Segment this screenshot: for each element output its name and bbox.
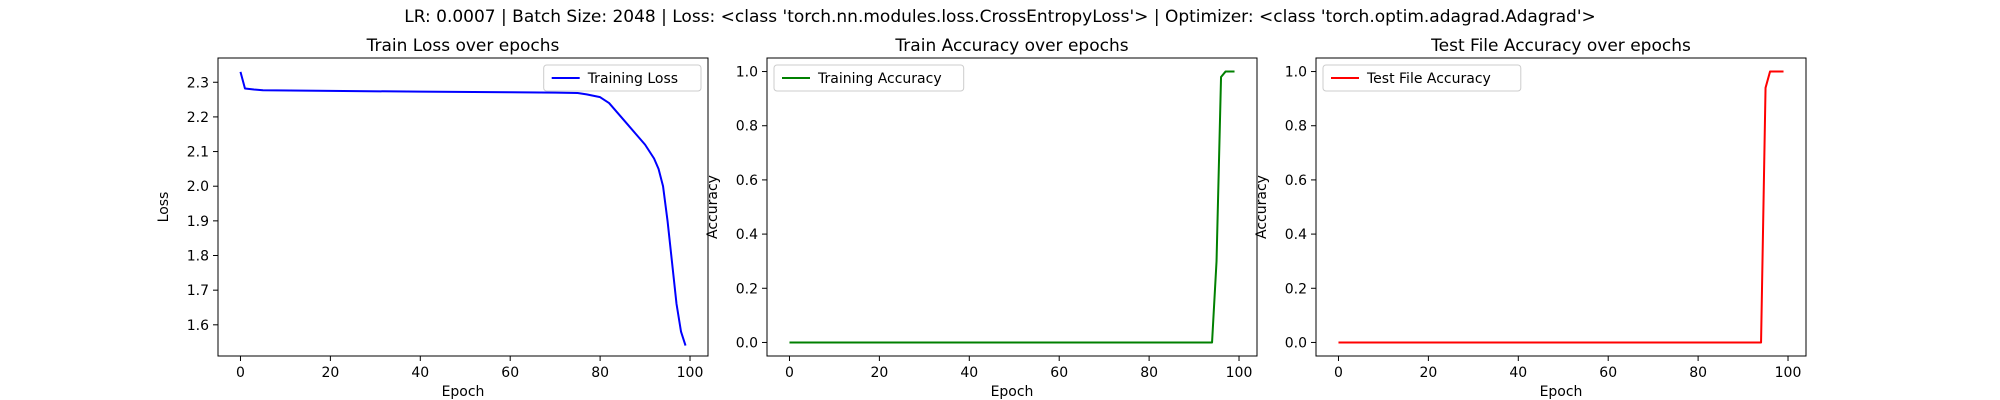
y-axis-label: Accuracy [1254, 175, 1270, 239]
x-tick-label: 80 [591, 365, 609, 381]
y-tick-label: 1.6 [187, 318, 209, 334]
y-tick-label: 1.0 [736, 65, 758, 81]
legend-label: Test File Accuracy [1366, 71, 1491, 87]
y-tick-label: 0.0 [736, 335, 758, 351]
y-tick-label: 2.1 [187, 145, 209, 161]
series-line-1 [1338, 70, 1784, 344]
chart-2: 0 20 40 60 80 100 0.0 0.2 0.4 0.6 0.8 1.0 Train Accu… [705, 36, 1258, 400]
x-tick-label: 60 [501, 365, 519, 381]
y-tick-label: 2.0 [187, 179, 209, 195]
x-tick-label: 80 [1689, 365, 1707, 381]
legend: Training Accuracy [773, 64, 965, 92]
x-tick-label: 40 [960, 365, 978, 381]
chart-title: Train Loss over epochs [366, 36, 560, 56]
figure-suptitle: LR: 0.0007 | Batch Size: 2048 | Loss: <c… [404, 7, 1596, 27]
chart-title: Test File Accuracy over epochs [1430, 36, 1691, 56]
y-tick-label: 0.0 [1285, 335, 1307, 351]
legend-box [773, 64, 965, 92]
y-tick-label: 1.9 [187, 214, 209, 230]
plot-area [767, 58, 1257, 356]
x-axis-label: Epoch [991, 384, 1034, 400]
y-tick-label: 1.7 [187, 283, 209, 299]
axes-frame [1315, 57, 1807, 357]
y-tick-label: 0.4 [736, 227, 758, 243]
x-tick-label: 100 [1775, 365, 1802, 381]
y-axis-label: Accuracy [705, 175, 721, 239]
x-tick-label: 20 [1419, 365, 1437, 381]
y-axis-label: Loss [156, 192, 172, 223]
y-tick-label: 0.6 [736, 173, 758, 189]
x-tick-label: 0 [1334, 365, 1343, 381]
legend-label: Training Accuracy [817, 71, 942, 87]
x-tick-label: 20 [321, 365, 339, 381]
plot-area [218, 58, 708, 356]
y-tick-label: 1.0 [1285, 65, 1307, 81]
legend-box [543, 64, 702, 92]
legend-box [1322, 64, 1522, 92]
axes-frame [766, 57, 1258, 357]
series-line-1 [789, 70, 1235, 344]
legend: Test File Accuracy [1322, 64, 1522, 92]
x-tick-label: 80 [1140, 365, 1158, 381]
y-tick-label: 2.3 [187, 75, 209, 91]
legend-label: Training Loss [587, 71, 678, 87]
x-axis-label: Epoch [1540, 384, 1583, 400]
x-tick-label: 0 [236, 365, 245, 381]
y-tick-label: 2.2 [187, 110, 209, 126]
y-tick-label: 0.8 [1285, 119, 1307, 135]
x-tick-label: 60 [1050, 365, 1068, 381]
x-tick-label: 100 [1226, 365, 1253, 381]
chart-1: 0 20 40 60 80 100 1.6 1.7 1.8 1.9 2.0 2.1 2.2 2.3 Trai… [156, 36, 709, 400]
charts: 0 20 40 60 80 100 1.6 1.7 1.8 1.9 2.0 2.1 2.2 2.3 Trai… [156, 36, 1807, 400]
x-tick-label: 40 [411, 365, 429, 381]
x-tick-label: 40 [1509, 365, 1527, 381]
y-tick-label: 0.6 [1285, 173, 1307, 189]
y-tick-label: 0.4 [1285, 227, 1307, 243]
x-tick-label: 100 [677, 365, 704, 381]
y-tick-label: 1.8 [187, 249, 209, 265]
x-tick-label: 60 [1599, 365, 1617, 381]
series-line-1 [239, 71, 687, 346]
x-axis-label: Epoch [442, 384, 485, 400]
y-tick-label: 0.8 [736, 119, 758, 135]
y-tick-label: 0.2 [1285, 281, 1307, 297]
legend: Training Loss [543, 64, 702, 92]
plot-area [1316, 58, 1806, 356]
x-tick-label: 20 [870, 365, 888, 381]
chart-title: Train Accuracy over epochs [894, 36, 1128, 56]
x-tick-label: 0 [785, 365, 794, 381]
chart-3: 0 20 40 60 80 100 0.0 0.2 0.4 0.6 0.8 1.0 Test File … [1254, 36, 1807, 400]
y-tick-label: 0.2 [736, 281, 758, 297]
axes-frame [217, 57, 709, 357]
